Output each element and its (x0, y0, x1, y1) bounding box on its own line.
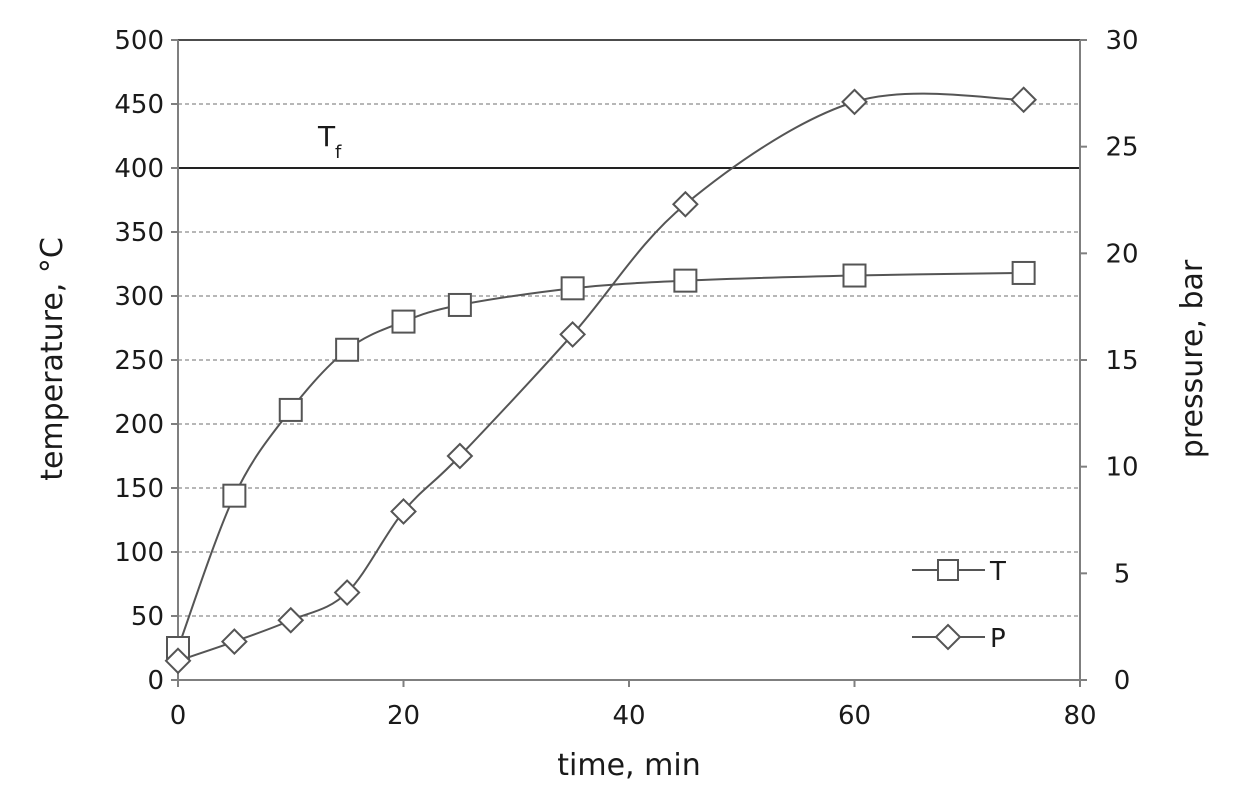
y-tick-label: 450 (114, 90, 164, 120)
tf-subscript: f (335, 142, 342, 163)
y-tick-label: 250 (114, 346, 164, 376)
y-tick-label: 300 (114, 282, 164, 312)
data-point-t (222, 483, 247, 508)
data-point-t (1011, 260, 1036, 285)
data-point-t (447, 292, 472, 317)
grid-lines (178, 103, 1080, 617)
data-point-t (842, 263, 867, 288)
y-tick-label: 500 (114, 26, 164, 56)
y2-tick-label: 5 (1114, 559, 1131, 589)
series-layer (164, 86, 1038, 675)
legend-item-p: P (912, 623, 1006, 654)
series-line-t (177, 271, 1024, 649)
x-tick-label: 60 (838, 701, 871, 731)
y-tick-label: 100 (114, 538, 164, 568)
series-line-p (177, 92, 1024, 662)
axes (171, 39, 1087, 687)
legend-label-t: T (989, 557, 1006, 587)
y-tick-label: 0 (147, 666, 164, 696)
y2-tick-label: 30 (1105, 26, 1138, 56)
series-p (164, 86, 1038, 675)
x-axis-title: time, min (557, 748, 700, 783)
data-point-p (841, 88, 868, 116)
data-point-p (220, 628, 248, 656)
y-tick-label: 150 (114, 474, 164, 504)
tf-label: T (317, 120, 336, 153)
legend-item-t: T (912, 557, 1006, 587)
y2-tick-label: 10 (1105, 453, 1138, 483)
legend: T P (912, 557, 1006, 654)
x-tick-label: 20 (387, 701, 420, 731)
data-point-p (559, 320, 587, 348)
y2-axis-title: pressure, bar (1175, 259, 1210, 458)
y2-tick-label: 20 (1105, 239, 1138, 269)
data-point-p (333, 579, 361, 606)
data-point-p (164, 647, 192, 675)
data-point-p (390, 498, 417, 525)
series-t (166, 260, 1036, 660)
data-point-p (1010, 86, 1038, 114)
data-point-t (278, 397, 303, 422)
legend-label-p: P (990, 624, 1006, 654)
data-point-t (335, 337, 360, 362)
data-point-t (673, 268, 698, 293)
data-point-p (277, 606, 305, 634)
y2-tick-label: 15 (1105, 346, 1138, 376)
y2-tick-label: 0 (1114, 666, 1131, 696)
y-tick-label: 350 (114, 218, 164, 248)
tick-labels: 0501001502002503003504004505000510152025… (114, 26, 1138, 731)
x-tick-label: 80 (1063, 701, 1096, 731)
legend-marker-diamond (934, 623, 962, 651)
x-tick-label: 0 (170, 701, 187, 731)
y-tick-label: 50 (131, 602, 164, 632)
data-point-t (560, 276, 585, 301)
y-tick-label: 400 (114, 154, 164, 184)
legend-marker-square (937, 559, 959, 581)
data-point-p (446, 442, 474, 470)
x-tick-label: 40 (612, 701, 645, 731)
y-axis-title: temperature, °C (35, 237, 70, 481)
y2-tick-label: 25 (1105, 133, 1138, 163)
tf-annotation: T f (317, 120, 342, 163)
data-point-t (391, 309, 416, 334)
y-tick-label: 200 (114, 410, 164, 440)
data-point-p (671, 190, 699, 218)
